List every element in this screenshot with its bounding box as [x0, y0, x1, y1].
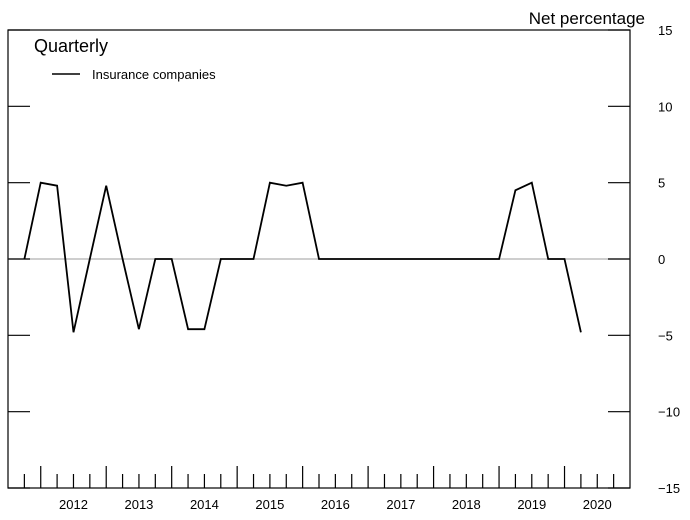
- x-tick-label: 2014: [190, 497, 219, 512]
- y-ticks: 15 10 5 0 −5 −10 −15: [8, 23, 680, 496]
- y-tick-label: −5: [658, 328, 673, 343]
- y-tick-label: 5: [658, 176, 665, 191]
- series-group: [23, 181, 582, 333]
- legend-entry-label: Insurance companies: [92, 67, 216, 82]
- x-tick-label: 2015: [255, 497, 284, 512]
- x-tick-label: 2013: [124, 497, 153, 512]
- y-tick-label: 0: [658, 252, 665, 267]
- x-tick-label: 2017: [386, 497, 415, 512]
- x-tick-label: 2018: [452, 497, 481, 512]
- y-tick-label: 10: [658, 99, 672, 114]
- y-tick-label: −10: [658, 405, 680, 420]
- y-unit-label: Net percentage: [529, 9, 645, 28]
- y-tick-label: −15: [658, 481, 680, 496]
- frequency-label: Quarterly: [34, 36, 108, 56]
- x-tick-label: 2020: [583, 497, 612, 512]
- y-tick-label: 15: [658, 23, 672, 38]
- x-tick-label: 2012: [59, 497, 88, 512]
- x-tick-label: 2019: [517, 497, 546, 512]
- x-tick-label: 2016: [321, 497, 350, 512]
- series-line: [23, 181, 582, 333]
- x-ticks: 2012 2013 2014 2015 2016 2017 2018 2019 2020: [23, 466, 615, 512]
